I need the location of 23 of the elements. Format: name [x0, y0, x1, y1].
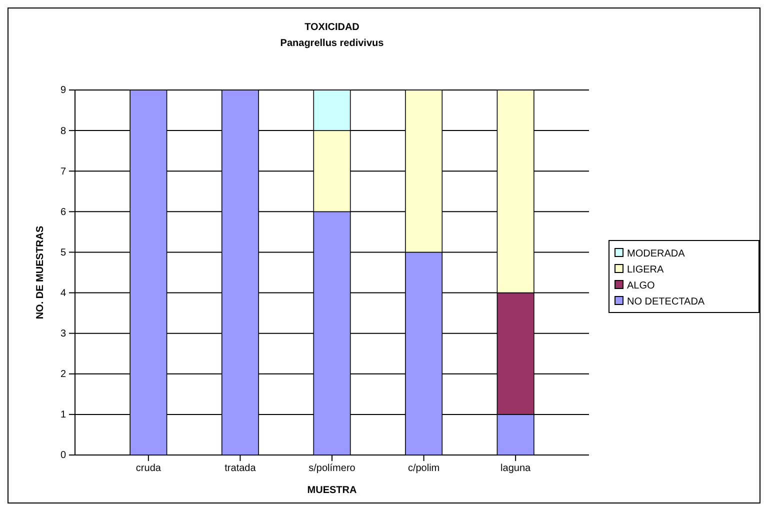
x-tick-label: s/polímero [308, 463, 356, 474]
x-tick-label: tratada [224, 463, 256, 474]
y-tick-label: 8 [60, 126, 66, 137]
y-tick-label: 6 [60, 206, 66, 218]
y-axis-title: NO. DE MUESTRAS [35, 226, 46, 320]
chart-title: TOXICIDAD [304, 22, 360, 33]
y-tick-label: 1 [60, 410, 66, 421]
x-tick-label: c/polim [408, 463, 440, 474]
y-tick-label: 4 [60, 288, 66, 299]
y-tick-label: 9 [60, 85, 66, 96]
legend-label: ALGO [627, 280, 656, 292]
chart-subtitle: Panagrellus redivivus [280, 38, 384, 49]
legend-label: NO DETECTADA [627, 296, 705, 308]
x-axis-title: MUESTRA [307, 485, 357, 496]
y-tick-label: 3 [60, 328, 66, 340]
legend-label: MODERADA [627, 248, 686, 260]
y-tick-label: 0 [60, 450, 66, 462]
y-tick-label: 7 [60, 166, 66, 178]
x-tick-label: cruda [136, 463, 162, 474]
y-tick-label: 5 [60, 247, 66, 258]
y-tick-label: 2 [60, 369, 66, 380]
legend-label: LIGERA [627, 264, 664, 276]
x-tick-label: laguna [500, 463, 532, 474]
